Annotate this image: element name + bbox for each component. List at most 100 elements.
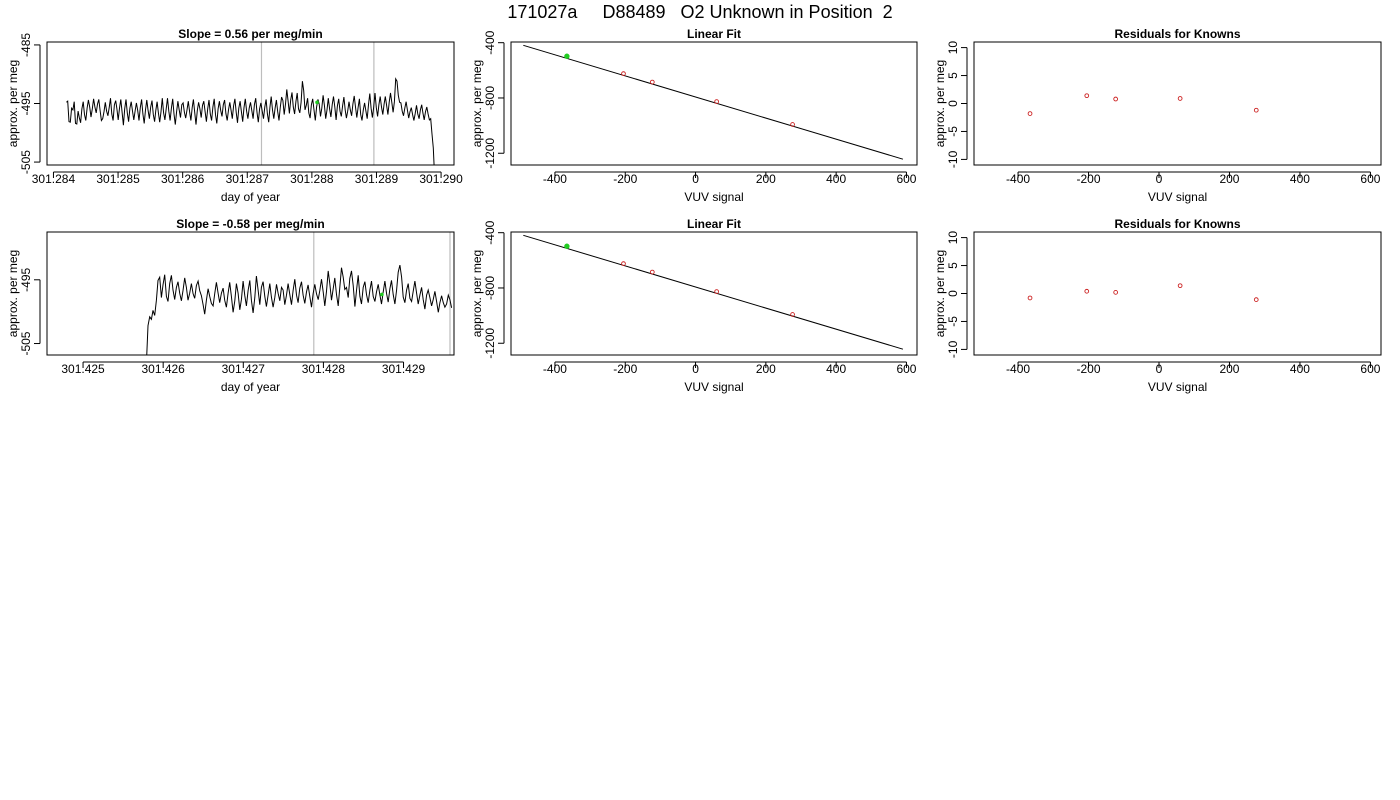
y-tick-label: -400 [483,220,497,244]
plot-area [1027,93,1259,116]
y-tick-label: -800 [483,276,497,300]
plot-area [523,44,904,160]
x-tick-label: 400 [826,172,846,186]
known-point [790,122,795,127]
unknown-point [564,243,570,249]
panel-frame [46,41,455,166]
known-point [621,71,626,76]
y-tick-label: -1200 [483,138,497,169]
known-point [1084,93,1090,99]
plot-area [1027,283,1259,302]
y-axis-label: approx. per meg [470,60,484,147]
x-axis-label: day of year [221,380,280,394]
y-axis-label: approx. per meg [933,60,947,147]
unknown-point [564,53,570,59]
y-tick-label: -495 [19,91,33,115]
y-tick-label: -5 [946,316,960,327]
panel-title: Linear Fit [687,217,741,231]
x-tick-label: -200 [613,362,637,376]
x-tick-label: 301.287 [226,172,270,186]
x-tick-label: 301.429 [382,362,426,376]
x-tick-label: -400 [1006,172,1030,186]
y-tick-label: -400 [483,30,497,54]
y-tick-label: -5 [946,126,960,137]
panel-ts1: Slope = 0.56 per meg/min 301.284 301.285 30… [6,27,463,204]
x-axis-label: VUV signal [684,190,743,204]
known-point [1253,297,1259,302]
x-tick-label: 400 [1290,172,1310,186]
y-tick-label: -1200 [483,328,497,359]
panel-res1: Residuals for Knowns -400 -200 0 200 400 600 VU… [933,27,1382,204]
x-tick-label: -400 [1006,362,1030,376]
y-tick-label: -10 [946,150,960,168]
x-tick-label: 600 [1360,172,1380,186]
known-point [1177,96,1183,101]
figure-title: 171027a D88489 O2 Unknown in Position 2 [507,2,893,22]
panel-frame [46,231,455,356]
plot-area [146,232,453,355]
y-axis-label: approx. per meg [470,250,484,337]
fit-line [523,234,904,350]
x-tick-label: 301.284 [32,172,76,186]
x-tick-label: 301.289 [355,172,399,186]
x-tick-label: -400 [543,362,567,376]
x-tick-label: 200 [1219,172,1239,186]
y-tick-label: 5 [946,262,960,269]
y-tick-label: -505 [19,150,33,174]
x-axis-label: day of year [221,190,280,204]
panel-fit1: Linear Fit -400 -200 0 200 400 600 VUV signal -4… [470,27,918,204]
y-tick-label: 5 [946,72,960,79]
known-point [1113,96,1119,102]
x-tick-label: 400 [1290,362,1310,376]
y-tick-label: 10 [946,41,960,55]
x-tick-label: 0 [1156,362,1163,376]
y-tick-label: 0 [946,100,960,107]
x-tick-label: 200 [1219,362,1239,376]
y-tick-label: -495 [19,267,33,291]
panel-frame [510,41,918,166]
x-tick-label: -400 [543,172,567,186]
x-tick-label: 0 [692,172,699,186]
x-tick-label: 200 [756,362,776,376]
x-axis-label: VUV signal [1148,190,1207,204]
x-tick-label: 600 [896,172,916,186]
known-point [1027,111,1033,116]
panel-ts2: Slope = -0.58 per meg/min 301.425 301.426 3… [6,217,455,394]
x-tick-label: -200 [1077,172,1101,186]
x-tick-label: 301.286 [161,172,205,186]
x-tick-label: 301.426 [141,362,185,376]
known-point [1084,288,1090,294]
x-tick-label: 200 [756,172,776,186]
x-tick-label: 600 [1360,362,1380,376]
known-point [649,269,655,275]
y-axis-label: approx. per meg [6,60,20,147]
unknown-sample-point [380,292,384,297]
known-point [1027,295,1033,301]
known-point [714,99,719,104]
unknown-sample-point [315,100,319,105]
known-point [649,79,655,85]
panel-frame [510,231,918,356]
y-tick-label: 0 [946,290,960,297]
x-tick-label: 301.425 [61,362,105,376]
series-line [66,77,435,165]
known-point [714,289,719,294]
panel-title: Residuals for Knowns [1114,217,1240,231]
known-point [1177,283,1183,289]
known-point [1253,107,1259,113]
x-tick-label: 0 [692,362,699,376]
known-point [1113,290,1119,295]
series-line [146,264,453,355]
y-tick-label: -485 [19,33,33,57]
x-tick-label: 301.285 [96,172,140,186]
y-axis-label: approx. per meg [6,250,20,337]
x-tick-label: 301.427 [222,362,266,376]
panel-title: Linear Fit [687,27,741,41]
x-tick-label: 400 [826,362,846,376]
known-point [790,312,795,317]
x-tick-label: 301.290 [419,172,463,186]
panel-frame [973,41,1382,166]
panel-title: Slope = -0.58 per meg/min [176,217,324,231]
panel-res2: Residuals for Knowns -400 -200 0 200 400 600 VU… [933,217,1382,394]
